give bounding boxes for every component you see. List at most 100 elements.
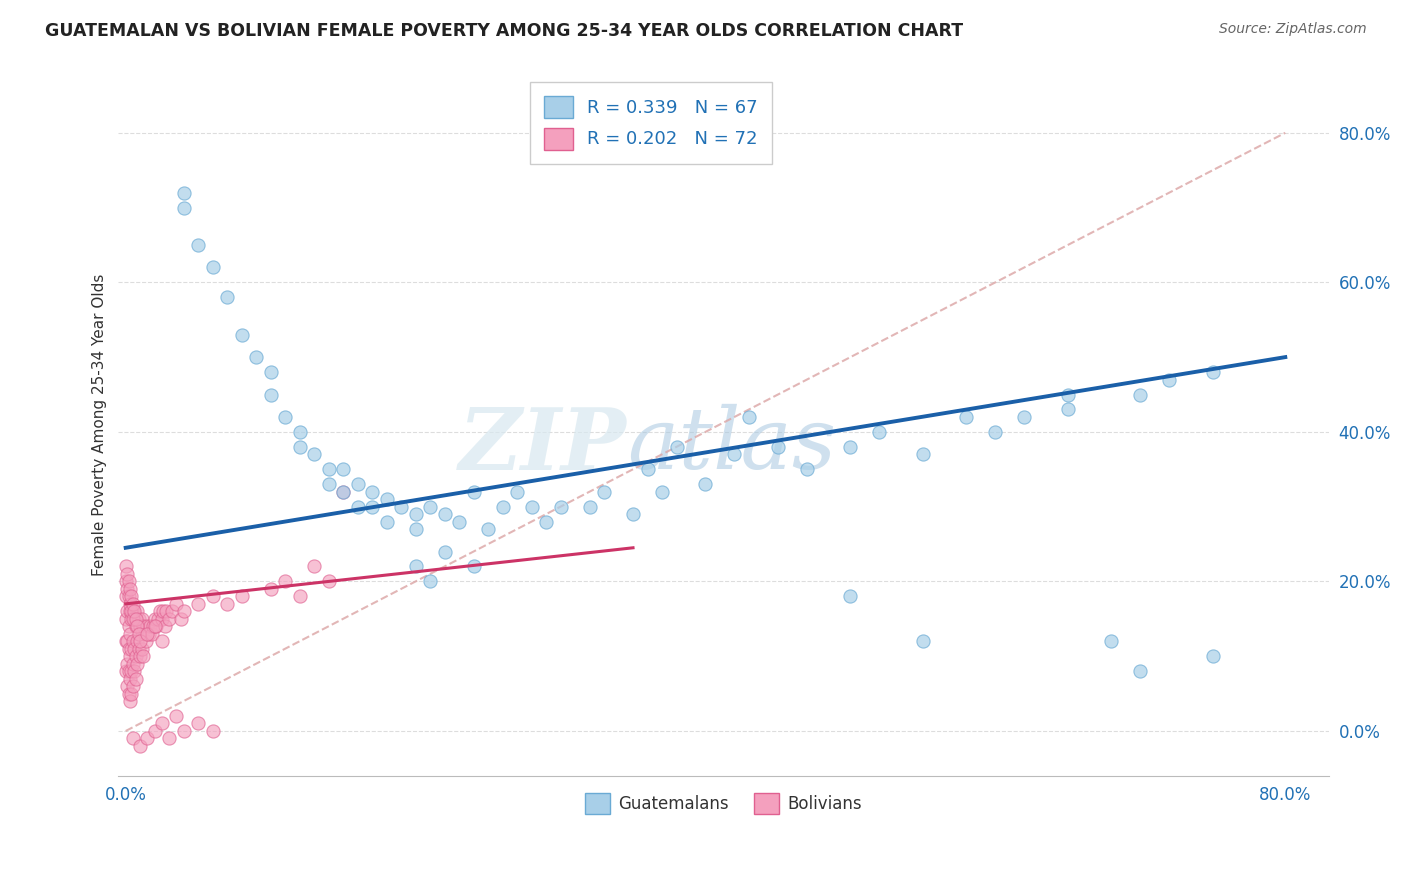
Point xyxy=(520,500,543,514)
Point xyxy=(274,409,297,424)
Point xyxy=(128,627,150,641)
Point xyxy=(114,559,136,574)
Point xyxy=(150,612,173,626)
Point xyxy=(127,657,149,671)
Point xyxy=(1159,373,1181,387)
Point xyxy=(259,582,281,596)
Point xyxy=(1099,634,1122,648)
Point xyxy=(143,619,166,633)
Point xyxy=(1129,387,1152,401)
Point xyxy=(1202,365,1225,379)
Point xyxy=(121,612,143,626)
Point xyxy=(114,664,136,678)
Point xyxy=(115,679,138,693)
Point xyxy=(118,582,141,596)
Point xyxy=(259,365,281,379)
Point xyxy=(288,425,311,439)
Point xyxy=(405,522,427,536)
Point xyxy=(651,484,673,499)
Point xyxy=(128,612,150,626)
Point xyxy=(723,447,745,461)
Point xyxy=(302,559,325,574)
Point xyxy=(117,590,139,604)
Point xyxy=(332,462,354,476)
Point xyxy=(114,574,136,589)
Point xyxy=(134,627,156,641)
Point xyxy=(534,515,557,529)
Point xyxy=(125,612,148,626)
Point xyxy=(839,440,862,454)
Point xyxy=(124,664,146,678)
Point xyxy=(143,612,166,626)
Point xyxy=(114,612,136,626)
Point xyxy=(231,590,253,604)
Point xyxy=(152,604,174,618)
Point xyxy=(173,186,195,200)
Point xyxy=(117,641,139,656)
Point xyxy=(117,687,139,701)
Point xyxy=(122,612,145,626)
Point xyxy=(419,500,441,514)
Point xyxy=(955,409,977,424)
Point xyxy=(593,484,616,499)
Point xyxy=(449,515,471,529)
Text: GUATEMALAN VS BOLIVIAN FEMALE POVERTY AMONG 25-34 YEAR OLDS CORRELATION CHART: GUATEMALAN VS BOLIVIAN FEMALE POVERTY AM… xyxy=(45,22,963,40)
Point xyxy=(433,507,456,521)
Point xyxy=(433,544,456,558)
Point xyxy=(122,597,145,611)
Point xyxy=(201,590,224,604)
Point xyxy=(117,574,139,589)
Point xyxy=(142,619,165,633)
Point xyxy=(332,484,354,499)
Point xyxy=(114,634,136,648)
Point xyxy=(143,723,166,738)
Point xyxy=(131,641,153,656)
Point xyxy=(129,739,152,753)
Point xyxy=(201,260,224,275)
Point xyxy=(132,649,155,664)
Point xyxy=(150,716,173,731)
Point xyxy=(129,649,152,664)
Point xyxy=(138,627,160,641)
Point xyxy=(127,634,149,648)
Point xyxy=(118,649,141,664)
Point xyxy=(165,709,187,723)
Point xyxy=(125,619,148,633)
Point xyxy=(550,500,572,514)
Point xyxy=(288,590,311,604)
Point xyxy=(153,619,176,633)
Point xyxy=(136,731,159,746)
Point xyxy=(150,634,173,648)
Point xyxy=(187,597,209,611)
Point xyxy=(405,559,427,574)
Legend: Guatemalans, Bolivians: Guatemalans, Bolivians xyxy=(578,787,869,821)
Point xyxy=(346,477,368,491)
Point xyxy=(419,574,441,589)
Point xyxy=(145,619,167,633)
Point xyxy=(665,440,688,454)
Point xyxy=(318,477,340,491)
Point xyxy=(115,582,138,596)
Point xyxy=(506,484,529,499)
Point xyxy=(259,387,281,401)
Point xyxy=(201,723,224,738)
Point xyxy=(1057,402,1080,417)
Point xyxy=(121,641,143,656)
Point xyxy=(141,627,163,641)
Point xyxy=(165,597,187,611)
Point xyxy=(1129,664,1152,678)
Text: atlas: atlas xyxy=(627,404,837,487)
Point xyxy=(125,649,148,664)
Point xyxy=(868,425,890,439)
Point xyxy=(136,627,159,641)
Point xyxy=(124,641,146,656)
Point xyxy=(766,440,789,454)
Point xyxy=(121,664,143,678)
Point xyxy=(217,597,239,611)
Point xyxy=(149,604,172,618)
Point xyxy=(637,462,659,476)
Point xyxy=(984,425,1007,439)
Point xyxy=(463,559,485,574)
Point xyxy=(170,612,193,626)
Point xyxy=(122,634,145,648)
